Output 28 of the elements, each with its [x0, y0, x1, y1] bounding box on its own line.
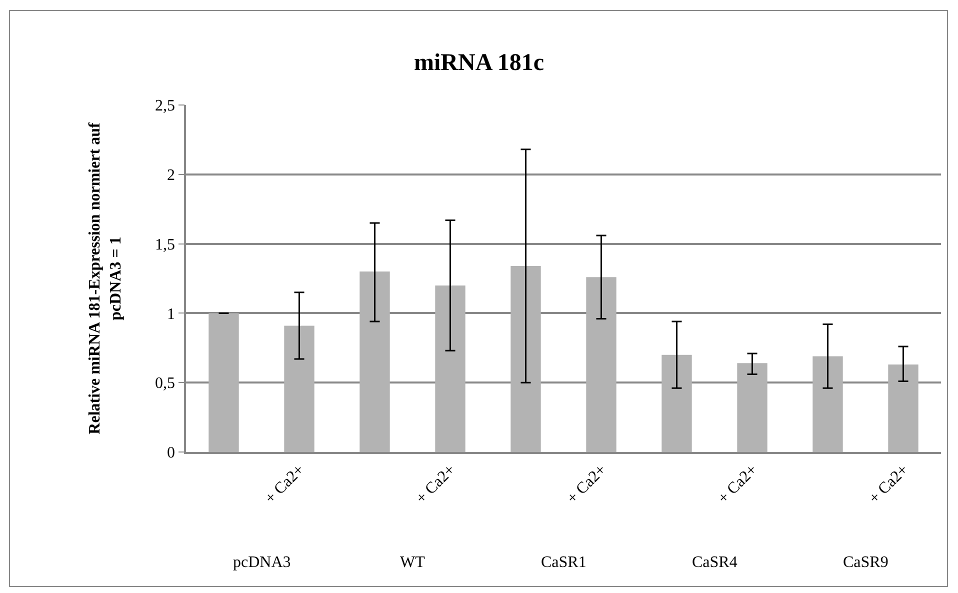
bar [586, 277, 616, 452]
bar [435, 285, 466, 452]
bar [662, 354, 692, 452]
bar [888, 364, 918, 452]
text: CaSR9 [843, 554, 888, 571]
chart-title: miRNA 181c [414, 50, 544, 76]
x-tick-label: + Ca2+ [564, 461, 610, 508]
text: WT [400, 554, 426, 571]
bar [737, 363, 768, 452]
bar [360, 272, 390, 452]
x-tick-label: + Ca2+ [714, 461, 761, 508]
bar [208, 313, 239, 452]
y-tick-label: 2,5 [155, 98, 176, 115]
bar [284, 326, 314, 452]
y-tick-label: 2 [167, 167, 176, 184]
y-tick-label: 0,5 [155, 375, 176, 392]
y-tick-label: 0 [167, 444, 176, 462]
x-tick-label: + Ca2+ [866, 461, 912, 508]
bar [812, 356, 843, 452]
y-tick-label: 1,5 [155, 236, 176, 254]
x-tick-label: + Ca2+ [262, 461, 308, 508]
y-tick-label: 1 [167, 306, 176, 323]
x-tick-label: + Ca2+ [412, 461, 459, 508]
text: pcDNA3 [233, 554, 291, 571]
text: CaSR4 [692, 554, 738, 571]
bar [510, 266, 541, 452]
y-axis-title: Relative miRNA 181-Expression normiert auf pcDNA3 = 1 [86, 122, 124, 434]
text: CaSR1 [541, 554, 586, 571]
